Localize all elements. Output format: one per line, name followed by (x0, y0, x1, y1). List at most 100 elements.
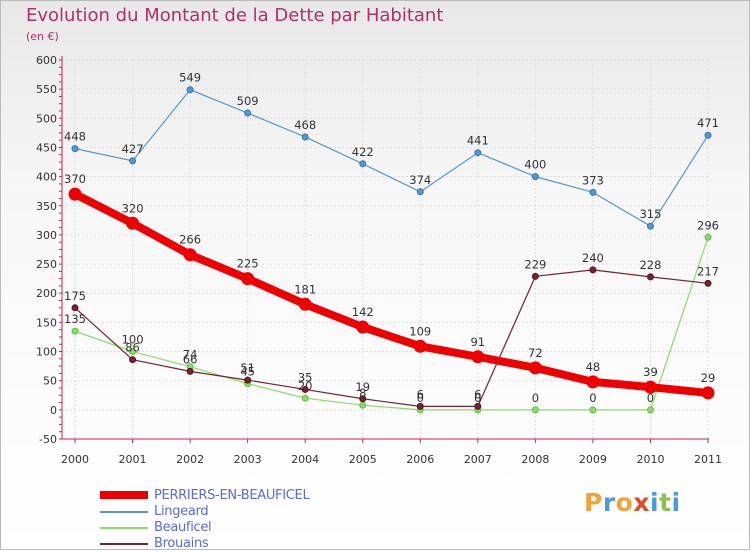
data-label: 6 (474, 387, 481, 401)
legend-swatch-lingeard (100, 511, 148, 513)
data-point (589, 188, 597, 196)
data-point (244, 109, 252, 117)
data-label: 39 (643, 365, 658, 379)
data-label: 296 (697, 218, 719, 232)
data-point (531, 173, 539, 181)
data-label: 374 (409, 173, 431, 187)
data-point (531, 406, 539, 414)
y-tick-label: 450 (36, 141, 57, 154)
data-label: 373 (582, 173, 604, 187)
chart-subtitle: (en €) (26, 30, 59, 43)
x-tick-label: 2005 (349, 453, 377, 466)
data-label: 217 (697, 264, 719, 278)
data-label: 468 (294, 118, 316, 132)
data-label: 0 (532, 391, 539, 405)
data-label: 549 (179, 71, 201, 85)
data-point (646, 222, 654, 230)
data-label: 48 (586, 360, 601, 374)
logo-letter: i (671, 488, 681, 517)
data-point (183, 248, 197, 262)
data-point (646, 273, 654, 281)
y-tick-label: 400 (36, 171, 57, 184)
data-point (359, 395, 367, 403)
data-label: 135 (64, 312, 86, 326)
data-label: 86 (125, 341, 140, 355)
data-label: 225 (237, 257, 259, 271)
logo-letter: x (633, 488, 650, 517)
y-tick-label: -50 (39, 433, 57, 446)
data-point (589, 266, 597, 274)
data-label: 427 (122, 142, 144, 156)
data-label: 315 (639, 207, 661, 221)
data-label: 320 (122, 201, 144, 215)
legend-swatch-beauficel (100, 527, 148, 529)
data-point (359, 401, 367, 409)
data-label: 0 (474, 391, 481, 405)
data-point (704, 279, 712, 287)
data-point (71, 145, 79, 153)
data-point (646, 406, 654, 414)
x-tick-label: 2010 (636, 453, 664, 466)
data-label: 0 (647, 391, 654, 405)
data-point (416, 188, 424, 196)
data-label: 100 (122, 333, 144, 347)
proxiti-logo: Proxiti (584, 488, 681, 517)
data-label: 175 (64, 289, 86, 303)
logo-letter: o (615, 488, 634, 517)
y-tick-label: 300 (36, 229, 57, 242)
data-point (129, 356, 137, 364)
y-tick-label: 550 (36, 83, 57, 96)
data-point (129, 157, 137, 165)
data-label: 66 (183, 352, 198, 366)
data-label: 45 (240, 365, 255, 379)
y-tick-label: 100 (36, 346, 57, 359)
y-tick-label: 250 (36, 258, 57, 271)
logo-letter: i (650, 488, 660, 517)
data-point (301, 394, 309, 402)
logo-letter: t (659, 488, 672, 517)
data-label: 91 (470, 335, 485, 349)
data-point (413, 339, 427, 353)
x-tick-label: 2006 (406, 453, 434, 466)
y-tick-label: 200 (36, 287, 57, 300)
series-line-0 (71, 190, 712, 397)
data-label: 0 (417, 391, 424, 405)
data-label: 228 (639, 258, 661, 272)
data-label: 29 (701, 371, 716, 385)
data-point (586, 375, 600, 389)
series-line-2 (74, 236, 709, 411)
x-tick-label: 2001 (119, 453, 147, 466)
data-label: 142 (352, 305, 374, 319)
data-point (298, 297, 312, 311)
y-tick-label: 0 (50, 404, 57, 417)
data-point (241, 272, 255, 286)
data-label: 19 (355, 380, 370, 394)
legend-label-lingeard: Lingeard (154, 504, 209, 519)
data-point (471, 350, 485, 364)
data-label: 6 (417, 387, 424, 401)
logo-letter: r (602, 488, 616, 517)
legend-label-beauficel: Beauficel (154, 520, 212, 535)
y-tick-label: 150 (36, 316, 57, 329)
x-tick-label: 2002 (176, 453, 204, 466)
data-label: 20 (298, 379, 313, 393)
data-label: 400 (524, 158, 546, 172)
data-point (186, 367, 194, 375)
data-point (701, 386, 715, 400)
data-label: 181 (294, 282, 316, 296)
data-point (126, 216, 140, 230)
y-tick-label: 350 (36, 200, 57, 213)
data-point (416, 402, 424, 410)
data-point (704, 131, 712, 139)
data-label: 448 (64, 130, 86, 144)
data-point (71, 327, 79, 335)
series-line-1 (74, 89, 709, 227)
legend-label-brouains: Brouains (154, 536, 209, 551)
data-label: 509 (237, 94, 259, 108)
data-point (71, 304, 79, 312)
legend-swatch-perriers (100, 491, 148, 499)
data-label: 266 (179, 233, 201, 247)
data-point (474, 149, 482, 157)
data-point (356, 320, 370, 334)
data-point (704, 233, 712, 241)
